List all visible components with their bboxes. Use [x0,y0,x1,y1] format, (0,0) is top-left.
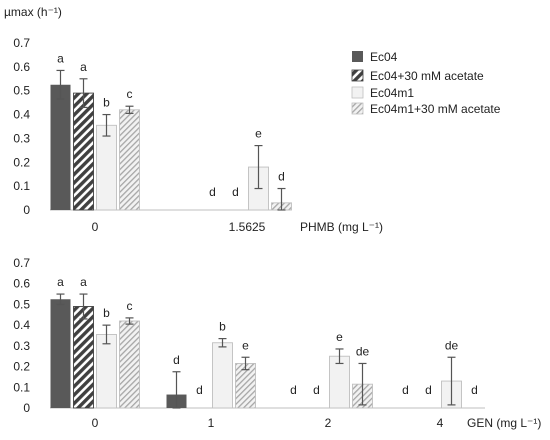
y-tick-label: 0.6 [13,60,30,74]
significance-label: d [290,383,297,397]
significance-label: e [336,330,343,344]
x-axis-label-phmb: PHMB (mg L⁻¹) [300,220,383,234]
x-tick-label: 0 [92,220,99,234]
significance-label: b [103,96,110,110]
y-tick-label: 0.5 [13,84,30,98]
significance-label: d [196,383,203,397]
x-tick-label: 4 [437,416,444,430]
significance-label: a [57,275,64,289]
significance-label: d [173,353,180,367]
y-axis-label: µmax (h⁻¹) [4,5,62,19]
y-tick-label: 0.7 [13,36,30,50]
bar [96,124,117,211]
significance-label: de [445,338,459,352]
legend-swatch-ec04m1-acetate [351,102,364,115]
x-tick-label: 2 [325,416,332,430]
bar [50,299,71,408]
significance-label: c [127,299,133,313]
significance-label: d [278,170,285,184]
significance-label: b [219,320,226,334]
bar [96,334,117,409]
bar [119,320,140,409]
gen-panel: GEN (mg L⁻¹) 0 0.1 0.2 0.3 0.4 0.5 0.6 0.7 0 1 2 4 a… [13,256,541,430]
significance-label: a [80,275,87,289]
y-tick-label: 0.2 [13,360,30,374]
legend-swatch-ec04m1 [351,86,364,99]
bar [212,342,233,409]
significance-label: d [425,383,432,397]
legend-swatch-ec04 [352,51,363,62]
legend-swatch-ec04-acetate [351,69,364,82]
legend-label-ec04-acetate: Ec04+30 mM acetate [370,69,484,83]
x-tick-label: 1.5625 [229,220,266,234]
y-tick-label: 0.5 [13,297,30,311]
significance-label: d [209,185,216,199]
legend: Ec04 Ec04+30 mM acetate Ec04m1 Ec04m1+30… [351,50,501,116]
y-tick-label: 0.3 [13,339,30,353]
legend-label-ec04m1-acetate: Ec04m1+30 mM acetate [370,102,501,116]
significance-label: c [127,87,133,101]
bar [50,84,71,210]
y-tick-label: 0.2 [13,155,30,169]
legend-label-ec04m1: Ec04m1 [370,86,414,100]
significance-label: a [80,60,87,74]
y-tick-label: 0.4 [13,318,30,332]
bar [73,306,94,409]
significance-label: d [471,383,478,397]
y-tick-label: 0.4 [13,108,30,122]
x-tick-label: 0 [92,416,99,430]
y-tick-label: 0.6 [13,277,30,291]
y-tick-label: 0 [23,203,30,217]
bar [119,109,140,211]
significance-label: a [57,51,64,65]
significance-label: d [313,383,320,397]
significance-label: b [103,306,110,320]
y-tick-label: 0.7 [13,256,30,270]
significance-label: d [402,383,409,397]
significance-label: d [232,185,239,199]
y-tick-label: 0.1 [13,380,30,394]
x-tick-label: 1 [208,416,215,430]
legend-label-ec04: Ec04 [370,50,398,64]
y-tick-label: 0.3 [13,131,30,145]
y-tick-label: 0 [23,401,30,415]
x-axis-label-gen: GEN (mg L⁻¹) [467,416,541,430]
significance-label: e [255,127,262,141]
bar [73,92,94,211]
y-tick-label: 0.1 [13,179,30,193]
phmb-panel: µmax (h⁻¹) PHMB (mg L⁻¹) 0 0.1 0.2 0.3 0.4 0.… [4,5,383,234]
significance-label: de [356,344,370,358]
significance-label: e [242,338,249,352]
